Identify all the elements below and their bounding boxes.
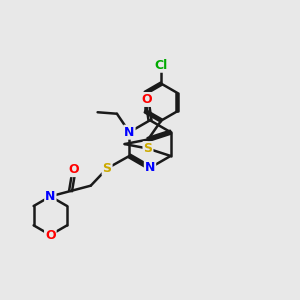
Text: O: O [142,93,152,106]
Text: Cl: Cl [155,59,168,72]
Text: N: N [145,161,155,174]
Text: N: N [124,126,135,139]
Text: S: S [103,162,112,175]
Text: O: O [45,229,56,242]
Text: N: N [45,190,56,203]
Text: S: S [143,142,152,155]
Text: O: O [69,163,80,176]
